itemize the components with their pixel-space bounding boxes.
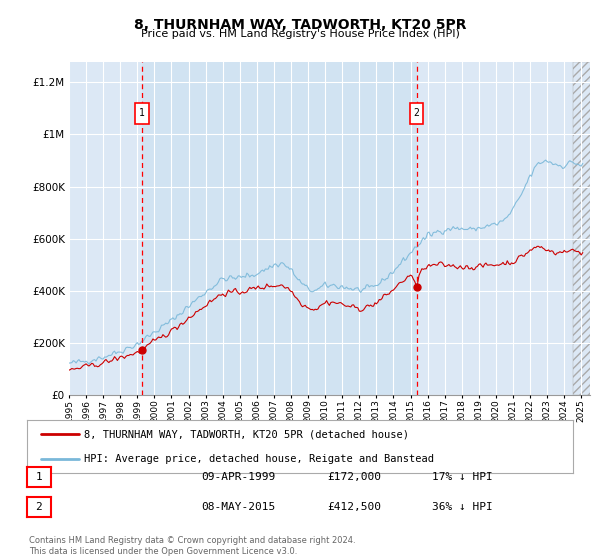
Bar bbox=[142, 62, 416, 395]
Text: 8, THURNHAM WAY, TADWORTH, KT20 5PR: 8, THURNHAM WAY, TADWORTH, KT20 5PR bbox=[134, 18, 466, 32]
Text: 17% ↓ HPI: 17% ↓ HPI bbox=[432, 472, 493, 482]
Text: 2: 2 bbox=[414, 108, 419, 118]
Text: 2: 2 bbox=[35, 502, 43, 512]
Text: 1: 1 bbox=[35, 472, 43, 482]
Text: 09-APR-1999: 09-APR-1999 bbox=[201, 472, 275, 482]
FancyBboxPatch shape bbox=[135, 103, 149, 124]
Text: £412,500: £412,500 bbox=[327, 502, 381, 512]
Text: 8, THURNHAM WAY, TADWORTH, KT20 5PR (detached house): 8, THURNHAM WAY, TADWORTH, KT20 5PR (det… bbox=[85, 430, 409, 440]
FancyBboxPatch shape bbox=[410, 103, 424, 124]
Text: Price paid vs. HM Land Registry's House Price Index (HPI): Price paid vs. HM Land Registry's House … bbox=[140, 29, 460, 39]
Text: 36% ↓ HPI: 36% ↓ HPI bbox=[432, 502, 493, 512]
Text: 1: 1 bbox=[139, 108, 145, 118]
Text: Contains HM Land Registry data © Crown copyright and database right 2024.
This d: Contains HM Land Registry data © Crown c… bbox=[29, 536, 355, 556]
Bar bbox=[573, 62, 598, 395]
Text: 08-MAY-2015: 08-MAY-2015 bbox=[201, 502, 275, 512]
Text: HPI: Average price, detached house, Reigate and Banstead: HPI: Average price, detached house, Reig… bbox=[85, 454, 434, 464]
Text: £172,000: £172,000 bbox=[327, 472, 381, 482]
